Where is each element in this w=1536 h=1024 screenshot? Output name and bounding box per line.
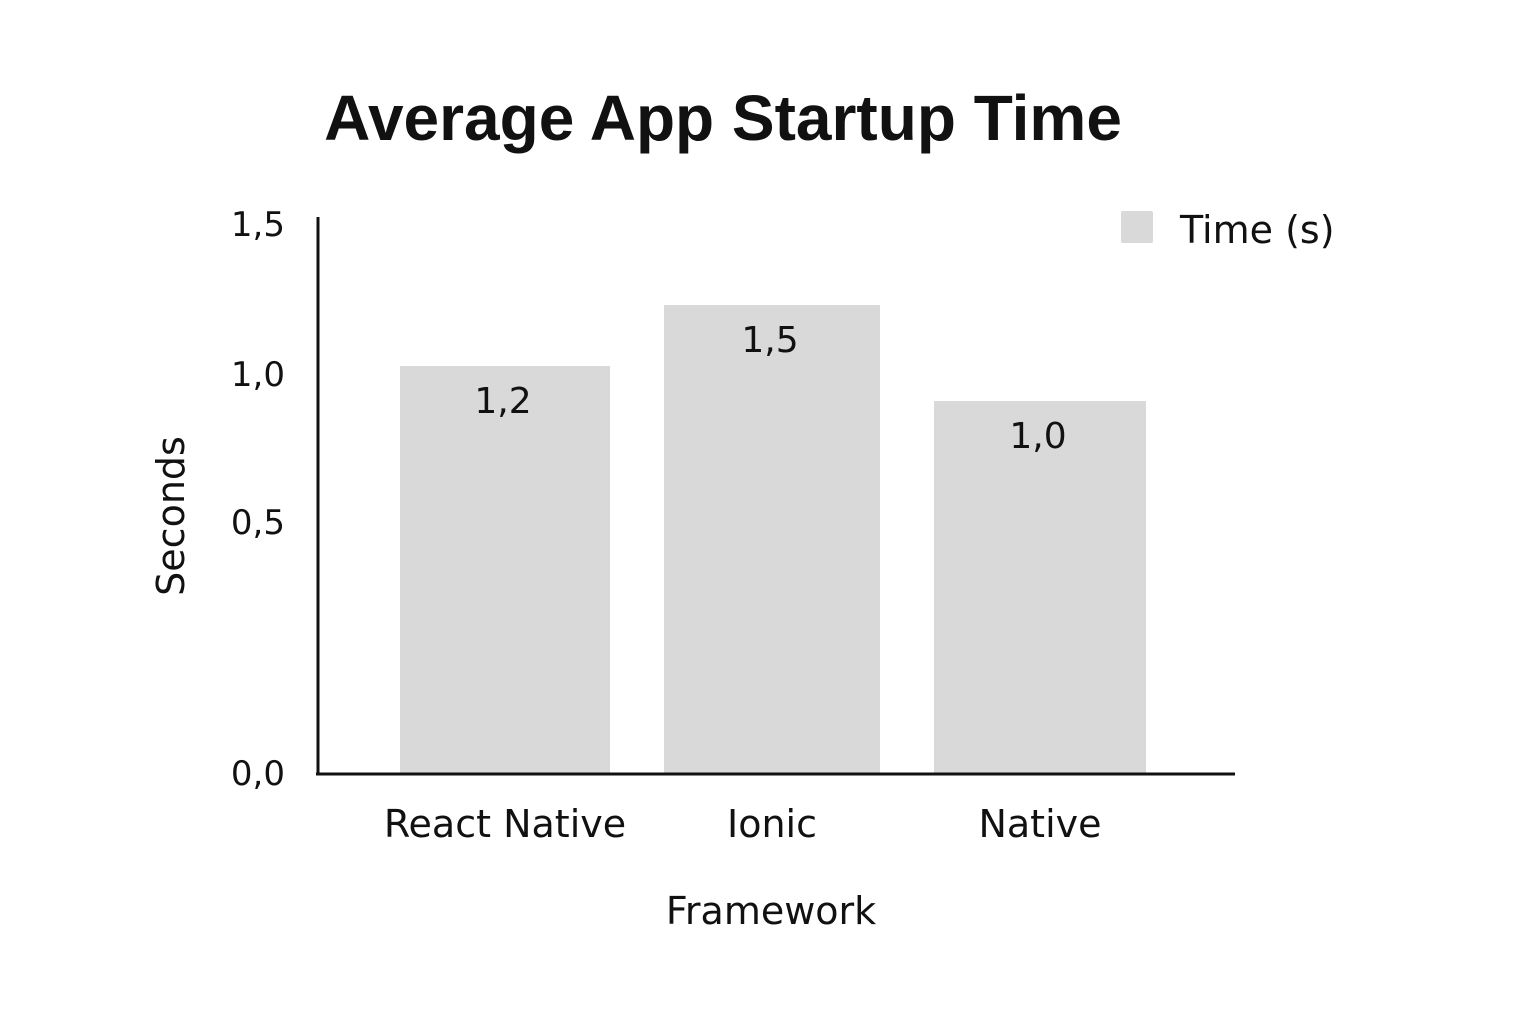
x-category-label: Native [978, 802, 1101, 846]
bar [664, 305, 880, 773]
x-axis-title: Framework [666, 889, 876, 933]
y-tick-label: 1,0 [231, 355, 285, 395]
y-tick-label: 1,5 [231, 205, 285, 245]
x-axis-categories: React Native Ionic Native [384, 802, 1102, 846]
legend-label: Time (s) [1179, 208, 1335, 252]
y-tick-label: 0,0 [231, 754, 285, 794]
legend-swatch [1121, 211, 1153, 243]
bar-value-label: 1,2 [474, 381, 531, 422]
x-category-label: React Native [384, 802, 626, 846]
y-tick-label: 0,5 [231, 503, 285, 543]
bars [400, 305, 1146, 773]
y-axis-ticks: 0,0 0,5 1,0 1,5 [231, 205, 285, 794]
bar-value-label: 1,5 [741, 320, 798, 361]
bar [934, 401, 1146, 773]
y-axis-title: Seconds [149, 436, 193, 596]
chart-title: Average App Startup Time [324, 82, 1122, 154]
bar-value-label: 1,0 [1009, 416, 1066, 457]
legend: Time (s) [1121, 208, 1335, 252]
x-category-label: Ionic [727, 802, 817, 846]
bar [400, 366, 610, 773]
bar-value-labels: 1,2 1,5 1,0 [474, 320, 1066, 457]
